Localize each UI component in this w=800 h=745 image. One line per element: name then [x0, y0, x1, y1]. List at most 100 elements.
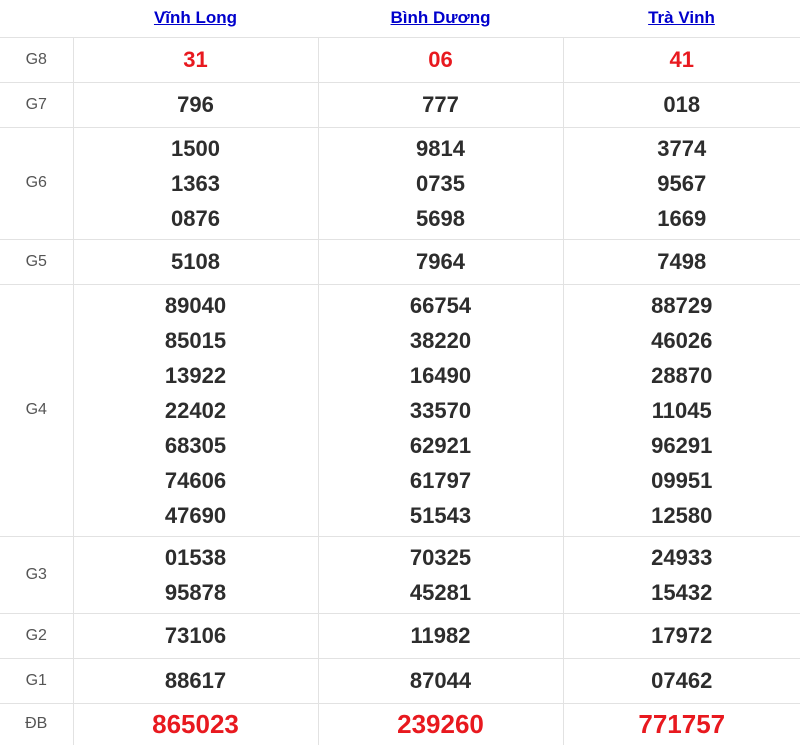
prize-number: 15432 — [651, 579, 713, 605]
header-spacer — [0, 0, 73, 37]
prize-number: 1669 — [657, 205, 707, 231]
province-link-vinh-long[interactable]: Vĩnh Long — [153, 8, 238, 28]
prize-number: 88729 — [651, 292, 713, 318]
prize-number: 11982 — [410, 623, 471, 648]
prize-cell-g4-col2: 66754 38220 16490 33570 62921 61797 51543 — [317, 283, 563, 536]
prize-number: 17972 — [651, 623, 713, 648]
prize-number: 0735 — [416, 170, 465, 196]
prize-row-db: ĐB 865023 239260 771757 — [0, 702, 800, 745]
prize-number: 796 — [177, 92, 214, 117]
prize-number: 70325 — [409, 544, 472, 570]
prize-label-g8: G8 — [0, 36, 73, 82]
prize-cell-g2-col3: 17972 — [562, 612, 800, 658]
prize-cell-g8-col3: 41 — [562, 36, 800, 82]
prize-cell-g6-col1: 1500 1363 0876 — [72, 126, 318, 239]
prize-number: 66754 — [409, 292, 472, 318]
prize-cell-db-col1: 865023 — [72, 702, 318, 745]
prize-number: 95878 — [164, 579, 227, 605]
prize-label-g1: G1 — [0, 657, 73, 703]
prize-row-g5: G5 5108 7964 7498 — [0, 238, 800, 284]
province-header-row: Vĩnh Long Bình Dương Trà Vinh — [0, 0, 800, 37]
prize-number: 73106 — [164, 623, 227, 648]
prize-number: 51543 — [409, 502, 472, 528]
prize-number: 7498 — [657, 249, 707, 274]
prize-cell-g3-col1: 01538 95878 — [72, 535, 318, 613]
prize-number: 88617 — [164, 668, 227, 693]
prize-number: 09951 — [651, 467, 713, 493]
prize-cell-g5-col3: 7498 — [562, 238, 800, 284]
province-header-binh-duong: Bình Dương — [318, 0, 563, 37]
prize-row-g2: G2 73106 11982 17972 — [0, 612, 800, 658]
prize-row-g6: G6 1500 1363 0876 9814 0735 5698 3774 9567 1669 — [0, 126, 800, 239]
prize-number: 38220 — [409, 327, 472, 353]
prize-cell-g2-col2: 11982 — [317, 612, 563, 658]
prize-number: 89040 — [164, 292, 227, 318]
prize-number: 239260 — [397, 708, 484, 739]
prize-label-g4: G4 — [0, 283, 73, 536]
prize-number: 62921 — [409, 432, 472, 458]
prize-label-g2: G2 — [0, 612, 73, 658]
prize-cell-g4-col1: 89040 85015 13922 22402 68305 74606 47690 — [72, 283, 318, 536]
prize-number: 45281 — [409, 579, 472, 605]
prize-label-g3: G3 — [0, 535, 73, 613]
prize-label-g5: G5 — [0, 238, 73, 284]
prize-cell-g6-col2: 9814 0735 5698 — [317, 126, 563, 239]
prize-number: 22402 — [164, 397, 227, 423]
prize-number: 5108 — [171, 249, 220, 274]
prize-number: 1363 — [171, 170, 220, 196]
prize-number: 7964 — [416, 249, 465, 274]
prize-cell-g1-col1: 88617 — [72, 657, 318, 703]
prize-cell-db-col2: 239260 — [317, 702, 563, 745]
prize-cell-g4-col3: 88729 46026 28870 11045 96291 09951 12580 — [562, 283, 800, 536]
province-header-tra-vinh: Trà Vinh — [563, 0, 800, 37]
prize-number: 777 — [422, 92, 459, 117]
prize-cell-g7-col2: 777 — [317, 81, 563, 127]
prize-number: 5698 — [416, 205, 465, 231]
prize-cell-g3-col2: 70325 45281 — [317, 535, 563, 613]
prize-row-g7: G7 796 777 018 — [0, 81, 800, 127]
prize-cell-g6-col3: 3774 9567 1669 — [562, 126, 800, 239]
prize-number: 33570 — [409, 397, 472, 423]
prize-cell-g1-col3: 07462 — [562, 657, 800, 703]
prize-number: 41 — [669, 47, 694, 72]
province-header-vinh-long: Vĩnh Long — [73, 0, 318, 37]
prize-number: 1500 — [171, 135, 220, 161]
prize-cell-g1-col2: 87044 — [317, 657, 563, 703]
prize-number: 96291 — [651, 432, 713, 458]
prize-number: 9814 — [416, 135, 465, 161]
prize-label-g6: G6 — [0, 126, 73, 239]
prize-cell-g8-col2: 06 — [317, 36, 563, 82]
results-body: G8 31 06 41 G7 796 777 018 G6 1500 1363 0876 9814 073… — [0, 36, 800, 745]
prize-cell-g2-col1: 73106 — [72, 612, 318, 658]
prize-number: 68305 — [164, 432, 227, 458]
prize-cell-g5-col2: 7964 — [317, 238, 563, 284]
province-link-tra-vinh[interactable]: Trà Vinh — [648, 8, 715, 28]
prize-number: 31 — [183, 47, 208, 72]
prize-number: 018 — [663, 92, 701, 117]
prize-number: 771757 — [638, 708, 726, 739]
prize-row-g4: G4 89040 85015 13922 22402 68305 74606 47690 667… — [0, 283, 800, 536]
prize-label-db: ĐB — [0, 702, 73, 745]
prize-number: 865023 — [152, 708, 239, 739]
prize-number: 3774 — [657, 135, 707, 161]
prize-cell-g7-col3: 018 — [562, 81, 800, 127]
prize-number: 16490 — [409, 362, 472, 388]
prize-number: 07462 — [651, 668, 713, 693]
prize-number: 13922 — [164, 362, 227, 388]
prize-number: 28870 — [651, 362, 713, 388]
prize-cell-g7-col1: 796 — [72, 81, 318, 127]
prize-number: 87044 — [409, 668, 472, 693]
prize-cell-g8-col1: 31 — [72, 36, 318, 82]
prize-number: 46026 — [651, 327, 713, 353]
prize-number: 12580 — [651, 502, 713, 528]
prize-number: 61797 — [409, 467, 472, 493]
prize-number: 74606 — [164, 467, 227, 493]
prize-number: 11045 — [651, 397, 712, 423]
prize-number: 47690 — [164, 502, 227, 528]
province-link-binh-duong[interactable]: Bình Dương — [390, 8, 491, 28]
prize-row-g1: G1 88617 87044 07462 — [0, 657, 800, 703]
prize-number: 9567 — [657, 170, 707, 196]
prize-number: 85015 — [164, 327, 227, 353]
prize-row-g8: G8 31 06 41 — [0, 36, 800, 82]
